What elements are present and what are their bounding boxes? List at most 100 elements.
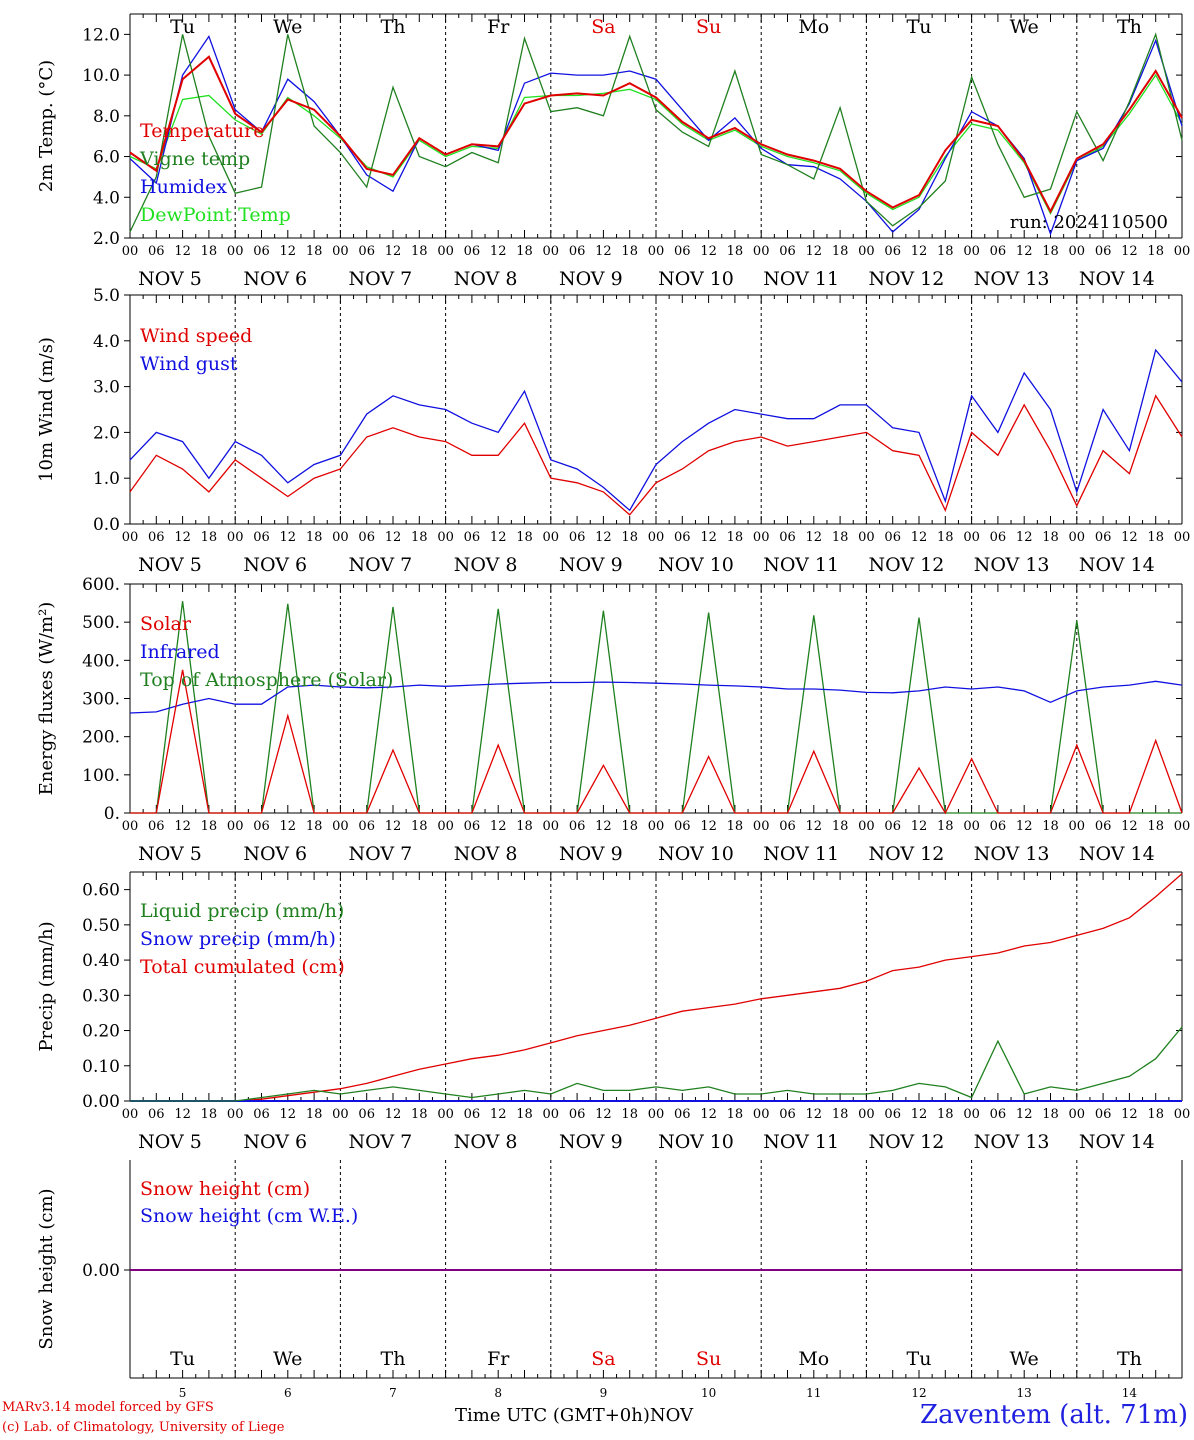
hour-tick-label: 00: [332, 244, 349, 259]
hour-tick-label: 00: [543, 819, 560, 834]
date-label: NOV 14: [1079, 554, 1155, 576]
hour-tick-label: 12: [806, 1107, 823, 1122]
y-tick-label: 0.40: [82, 951, 120, 971]
hour-tick-label: 12: [174, 244, 191, 259]
weekday-label: Th: [1117, 16, 1142, 38]
hour-tick-label: 12: [911, 1107, 928, 1122]
hour-tick-label: 06: [674, 1107, 691, 1122]
legend-entry: Snow height (cm): [140, 1178, 310, 1200]
hour-tick-label: 12: [280, 819, 297, 834]
y-tick-label: 3.0: [93, 378, 120, 398]
series-line-wind-speed: [129, 394, 1183, 516]
y-tick-label: 0.30: [82, 986, 120, 1006]
weekday-label: Fr: [487, 1348, 510, 1370]
hour-tick-label: 18: [937, 244, 954, 259]
date-label: NOV 13: [974, 554, 1050, 576]
hour-tick-label: 18: [411, 244, 428, 259]
weekday-label: Fr: [487, 16, 510, 38]
date-label: NOV 11: [763, 268, 839, 290]
hour-tick-label: 18: [727, 530, 744, 545]
hour-tick-label: 00: [858, 530, 875, 545]
hour-tick-label: 06: [990, 819, 1007, 834]
hour-tick-label: 06: [148, 1107, 165, 1122]
hour-tick-label: 06: [358, 244, 375, 259]
hour-tick-label: 12: [700, 1107, 717, 1122]
date-label: NOV 11: [763, 843, 839, 865]
hour-tick-label: 12: [490, 819, 507, 834]
time-axis-label: Time UTC (GMT+0h)NOV: [455, 1405, 693, 1426]
hour-tick-label: 00: [227, 530, 244, 545]
day-number-label: 8: [494, 1386, 502, 1400]
hour-tick-label: 12: [806, 244, 823, 259]
hour-tick-label: 06: [779, 1107, 796, 1122]
weekday-label: Th: [381, 16, 406, 38]
hour-tick-label: 18: [1147, 819, 1164, 834]
hour-tick-label: 00: [648, 819, 665, 834]
hour-tick-label: 12: [595, 1107, 612, 1122]
series-line-liquid-precip-mm-h-: [130, 1026, 1183, 1102]
hour-tick-label: 12: [911, 530, 928, 545]
y-tick-label: 0.0: [93, 515, 120, 535]
hour-tick-label: 00: [753, 244, 770, 259]
day-number-label: 9: [600, 1386, 608, 1400]
hour-tick-label: 12: [1121, 1107, 1138, 1122]
hour-tick-label: 18: [1042, 530, 1059, 545]
hour-tick-label: 00: [963, 1107, 980, 1122]
hour-tick-label: 06: [779, 819, 796, 834]
hour-tick-label: 06: [674, 244, 691, 259]
y-tick-label: 5.0: [93, 286, 120, 306]
y-tick-label: 400.: [82, 651, 120, 671]
y-tick-label: 0.10: [82, 1057, 120, 1077]
hour-tick-label: 12: [174, 819, 191, 834]
hour-tick-label: 00: [122, 244, 139, 259]
hour-tick-label: 12: [174, 530, 191, 545]
hour-tick-label: 00: [858, 819, 875, 834]
hour-tick-label: 18: [201, 530, 218, 545]
hour-tick-label: 12: [174, 1107, 191, 1122]
series-line-infrared: [129, 680, 1183, 714]
hour-tick-label: 06: [253, 819, 270, 834]
date-label: NOV 12: [868, 554, 944, 576]
lab-credit: (c) Lab. of Climatology, University of L…: [2, 1420, 285, 1435]
hour-tick-label: 06: [990, 1107, 1007, 1122]
hour-tick-label: 00: [543, 1107, 560, 1122]
hour-tick-label: 18: [937, 530, 954, 545]
y-tick-label: 4.0: [93, 188, 120, 208]
hour-tick-label: 00: [227, 819, 244, 834]
y-tick-label: 200.: [82, 728, 120, 748]
legend-entry: Vigne temp: [139, 148, 250, 170]
legend-entry: Humidex: [140, 176, 227, 198]
legend-entry: DewPoint Temp: [140, 204, 291, 226]
hour-tick-label: 12: [1016, 244, 1033, 259]
hour-tick-label: 06: [779, 530, 796, 545]
hour-tick-label: 18: [832, 1107, 849, 1122]
date-label: NOV 11: [763, 554, 839, 576]
date-label: NOV 8: [454, 554, 518, 576]
date-label: NOV 8: [454, 268, 518, 290]
hour-tick-label: 06: [779, 244, 796, 259]
hour-tick-label: 06: [464, 244, 481, 259]
date-label: NOV 8: [454, 843, 518, 865]
hour-tick-label: 06: [569, 530, 586, 545]
day-number-label: 13: [1017, 1386, 1032, 1400]
hour-tick-label: 06: [990, 244, 1007, 259]
date-label: NOV 5: [138, 843, 202, 865]
hour-tick-label: 18: [411, 819, 428, 834]
series-line-wind-gust: [129, 348, 1183, 512]
time-axis-text: Time UTC (GMT+0h): [455, 1405, 650, 1426]
date-label: NOV 9: [559, 843, 623, 865]
series-line-temperature: [129, 55, 1183, 214]
date-label: NOV 7: [349, 268, 413, 290]
y-tick-label: 0.50: [82, 916, 120, 936]
hour-tick-label: 00: [437, 244, 454, 259]
day-number-label: 7: [389, 1386, 397, 1400]
weekday-label: Sa: [591, 1348, 615, 1370]
hour-tick-label: 18: [306, 1107, 323, 1122]
hour-tick-label: 06: [253, 1107, 270, 1122]
hour-tick-label: 00: [753, 530, 770, 545]
hour-tick-label: 00: [332, 819, 349, 834]
series-line-total-cumulated-cm-: [130, 873, 1183, 1102]
hour-tick-label: 12: [490, 530, 507, 545]
hour-tick-label: 06: [253, 530, 270, 545]
y-tick-label: 10.0: [82, 66, 120, 86]
